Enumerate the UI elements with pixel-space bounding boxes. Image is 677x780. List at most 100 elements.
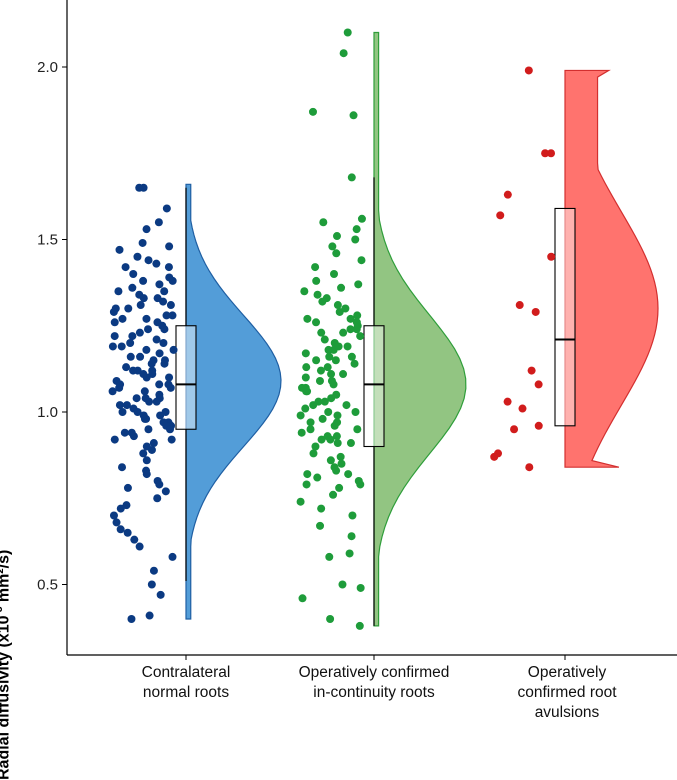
data-point — [110, 332, 119, 341]
x-category-label-contralateral: Contralateral normal roots — [141, 664, 231, 701]
data-point — [326, 456, 335, 465]
data-point — [118, 463, 127, 472]
data-point — [129, 432, 138, 441]
data-point — [333, 439, 342, 448]
data-point — [328, 242, 337, 251]
data-point — [110, 435, 119, 444]
data-point — [300, 287, 309, 296]
data-point — [309, 401, 318, 410]
data-point — [337, 283, 346, 292]
data-point — [130, 535, 139, 544]
data-point — [155, 349, 164, 358]
data-point — [316, 521, 325, 530]
data-point — [112, 518, 121, 527]
data-point — [344, 470, 353, 479]
data-point — [135, 328, 144, 337]
data-point — [496, 211, 505, 220]
data-point — [140, 387, 149, 396]
data-point — [357, 214, 366, 223]
data-point — [301, 404, 310, 413]
data-point — [320, 335, 329, 344]
data-point — [317, 328, 326, 337]
data-point — [351, 408, 360, 416]
raincloud-chart: 0.5 1.0 1.5 2.0 — [37, 0, 677, 660]
data-point — [139, 449, 148, 458]
data-point — [156, 590, 165, 599]
data-point — [357, 256, 366, 265]
x-category-label-avulsions: Operatively confirmed root avulsions — [517, 664, 617, 721]
data-point — [159, 339, 168, 347]
data-point — [342, 401, 351, 410]
data-point — [152, 259, 161, 268]
data-point — [297, 428, 306, 437]
data-point — [128, 283, 137, 292]
data-point — [296, 497, 305, 506]
data-point — [139, 411, 148, 420]
data-point — [349, 111, 358, 120]
data-point — [166, 425, 175, 434]
data-point — [124, 304, 133, 313]
data-point — [301, 349, 310, 358]
data-point — [510, 425, 519, 434]
data-point — [315, 376, 324, 385]
data-point — [302, 480, 311, 489]
data-point — [166, 383, 175, 392]
data-point — [133, 408, 142, 416]
data-point — [336, 452, 345, 461]
data-point — [547, 149, 556, 158]
data-point — [332, 432, 341, 441]
data-point — [123, 528, 132, 537]
data-point — [126, 339, 135, 347]
data-point — [169, 345, 178, 354]
data-point — [518, 404, 527, 413]
data-point — [308, 107, 317, 116]
data-point — [159, 418, 168, 427]
data-point — [311, 442, 320, 451]
data-point — [123, 483, 132, 492]
data-point — [133, 252, 142, 261]
data-point — [144, 256, 153, 265]
data-point — [353, 425, 362, 434]
data-point — [128, 332, 137, 341]
data-point — [126, 352, 135, 361]
data-point — [160, 325, 169, 334]
data-point — [327, 376, 336, 385]
x-category-label-in-continuity: Operatively confirmed in-continuity root… — [298, 664, 450, 701]
box-iqr — [554, 207, 576, 427]
data-point — [354, 280, 363, 289]
data-point — [355, 621, 364, 630]
data-point — [139, 276, 148, 285]
data-point — [132, 394, 141, 403]
data-point — [109, 511, 118, 520]
data-point — [333, 411, 342, 420]
data-point — [110, 318, 119, 327]
data-point — [333, 301, 342, 310]
data-point — [147, 580, 156, 589]
data-point — [320, 397, 329, 406]
data-point — [303, 314, 312, 323]
data-point — [152, 397, 161, 406]
data-point — [116, 504, 125, 513]
data-point — [343, 28, 352, 37]
data-point — [142, 456, 151, 465]
data-point — [156, 411, 165, 420]
data-point — [309, 449, 318, 458]
data-point — [351, 235, 360, 244]
data-point — [162, 204, 171, 213]
data-point — [312, 276, 321, 285]
data-point — [333, 418, 342, 427]
data-point — [298, 594, 307, 603]
data-point — [138, 238, 147, 247]
data-point — [303, 470, 312, 479]
data-point — [149, 439, 158, 448]
data-point — [339, 370, 348, 379]
data-point — [503, 397, 512, 406]
data-point — [317, 504, 326, 513]
data-point — [527, 366, 536, 375]
data-point — [515, 301, 524, 310]
data-point — [142, 225, 151, 234]
data-point — [331, 356, 340, 365]
data-point — [154, 218, 163, 227]
data-point — [324, 408, 333, 416]
